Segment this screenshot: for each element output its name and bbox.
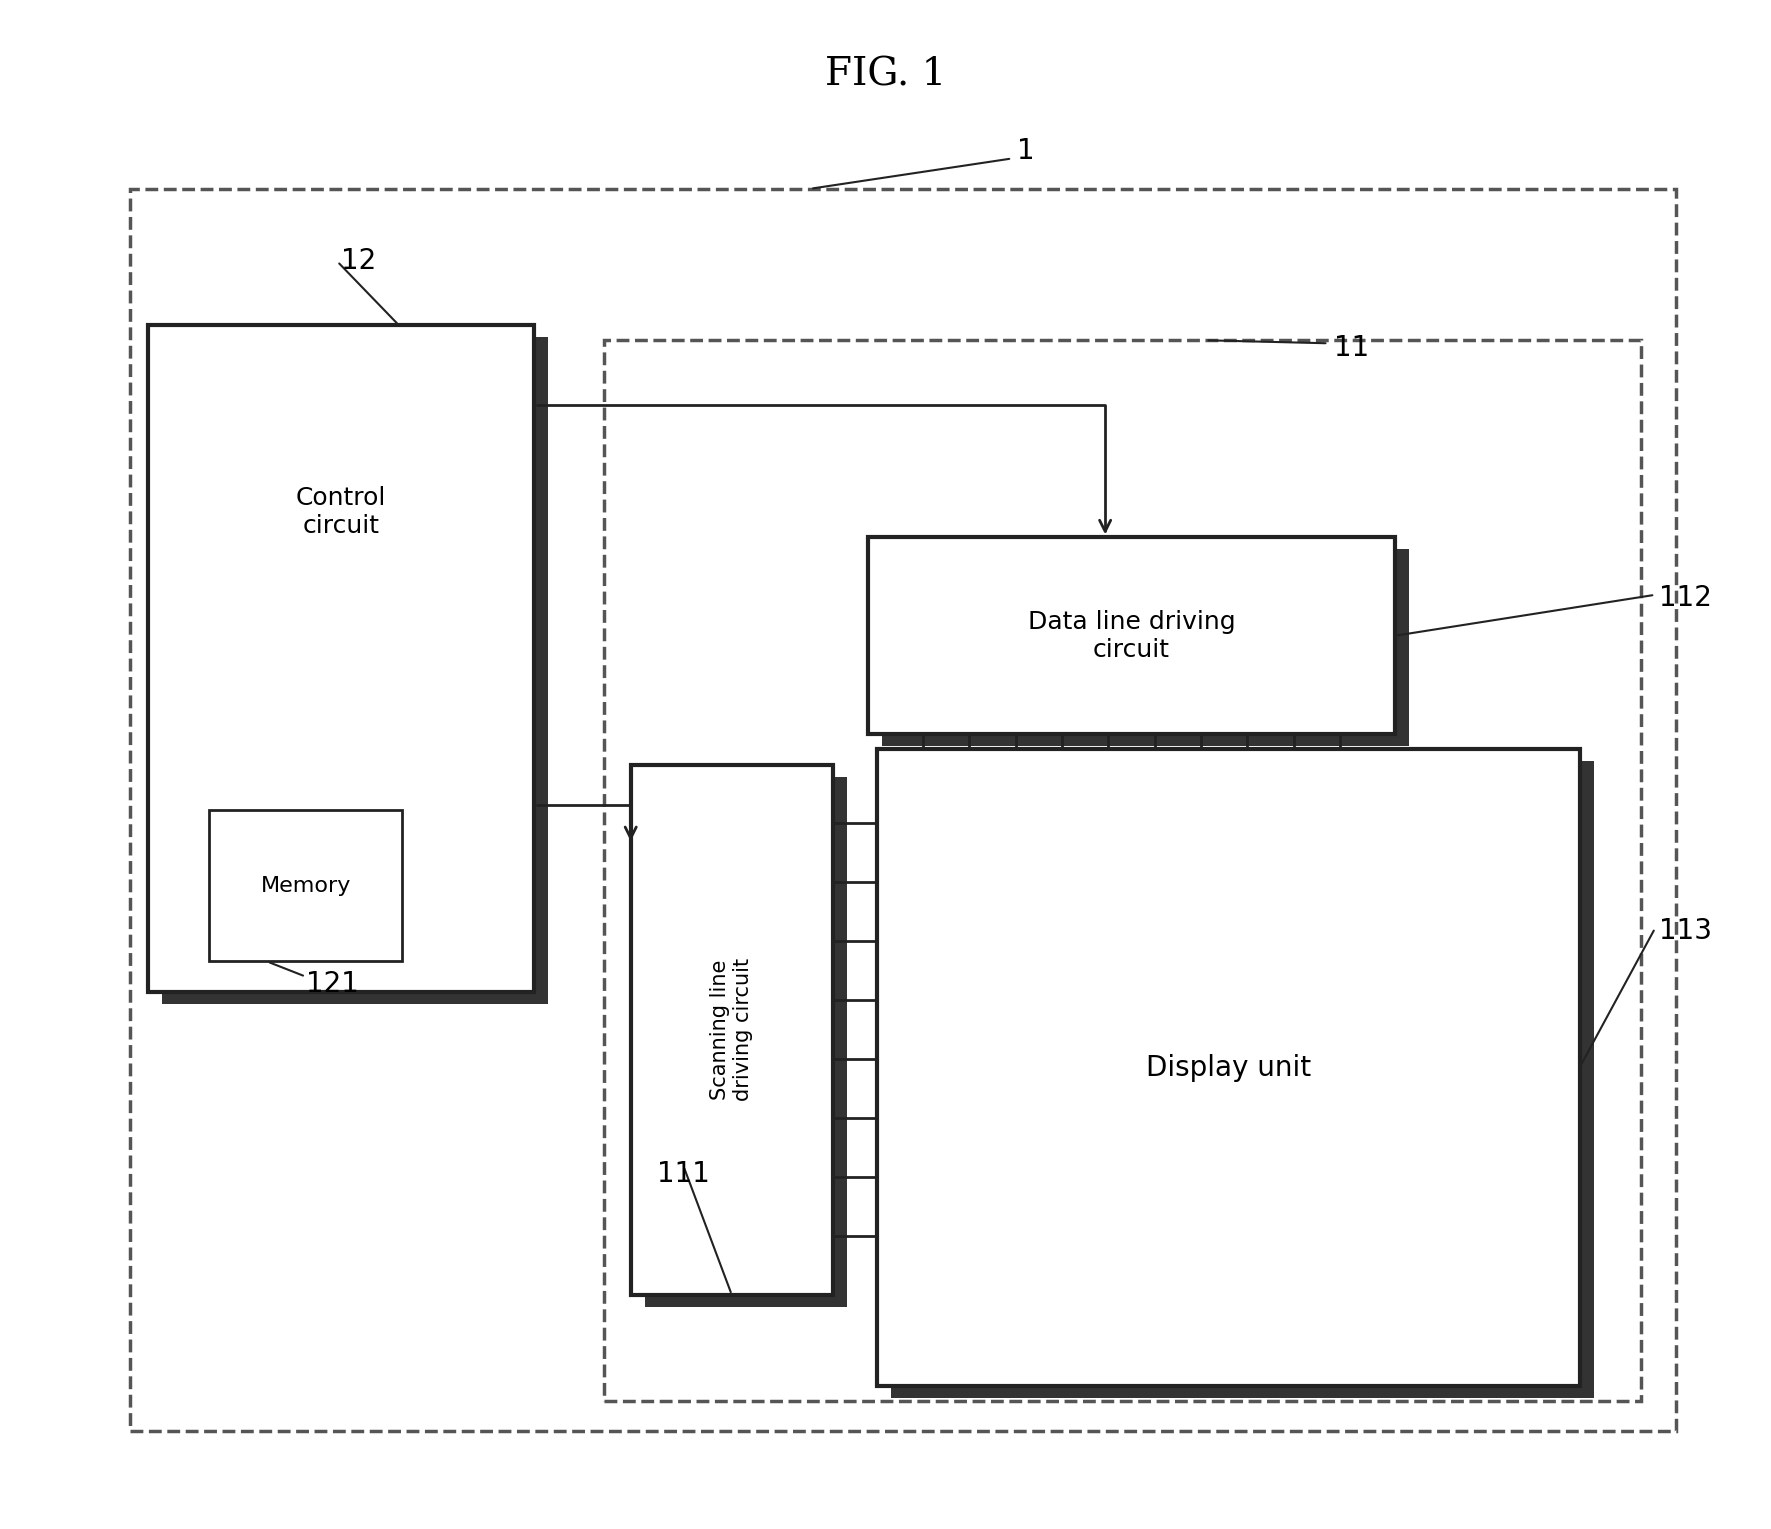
FancyBboxPatch shape <box>868 537 1396 734</box>
FancyBboxPatch shape <box>161 338 549 1005</box>
Text: 111: 111 <box>657 1159 710 1188</box>
FancyBboxPatch shape <box>604 341 1642 1401</box>
FancyBboxPatch shape <box>645 777 847 1307</box>
Text: Memory: Memory <box>260 876 351 896</box>
Text: 11: 11 <box>1334 333 1369 362</box>
Text: Control
circuit: Control circuit <box>296 486 386 538</box>
Text: Data line driving
circuit: Data line driving circuit <box>1027 610 1236 662</box>
FancyBboxPatch shape <box>877 749 1580 1385</box>
FancyBboxPatch shape <box>129 188 1675 1431</box>
Text: Display unit: Display unit <box>1146 1053 1311 1081</box>
Text: 112: 112 <box>1659 584 1711 612</box>
Text: 12: 12 <box>340 248 375 275</box>
Text: 121: 121 <box>306 971 358 998</box>
Text: FIG. 1: FIG. 1 <box>825 57 946 93</box>
FancyBboxPatch shape <box>147 326 535 992</box>
FancyBboxPatch shape <box>891 761 1594 1398</box>
FancyBboxPatch shape <box>209 810 402 962</box>
FancyBboxPatch shape <box>630 764 832 1295</box>
FancyBboxPatch shape <box>882 549 1410 746</box>
Text: Scanning line
driving circuit: Scanning line driving circuit <box>710 959 753 1101</box>
Text: 113: 113 <box>1659 917 1711 945</box>
Text: 1: 1 <box>1017 138 1034 165</box>
